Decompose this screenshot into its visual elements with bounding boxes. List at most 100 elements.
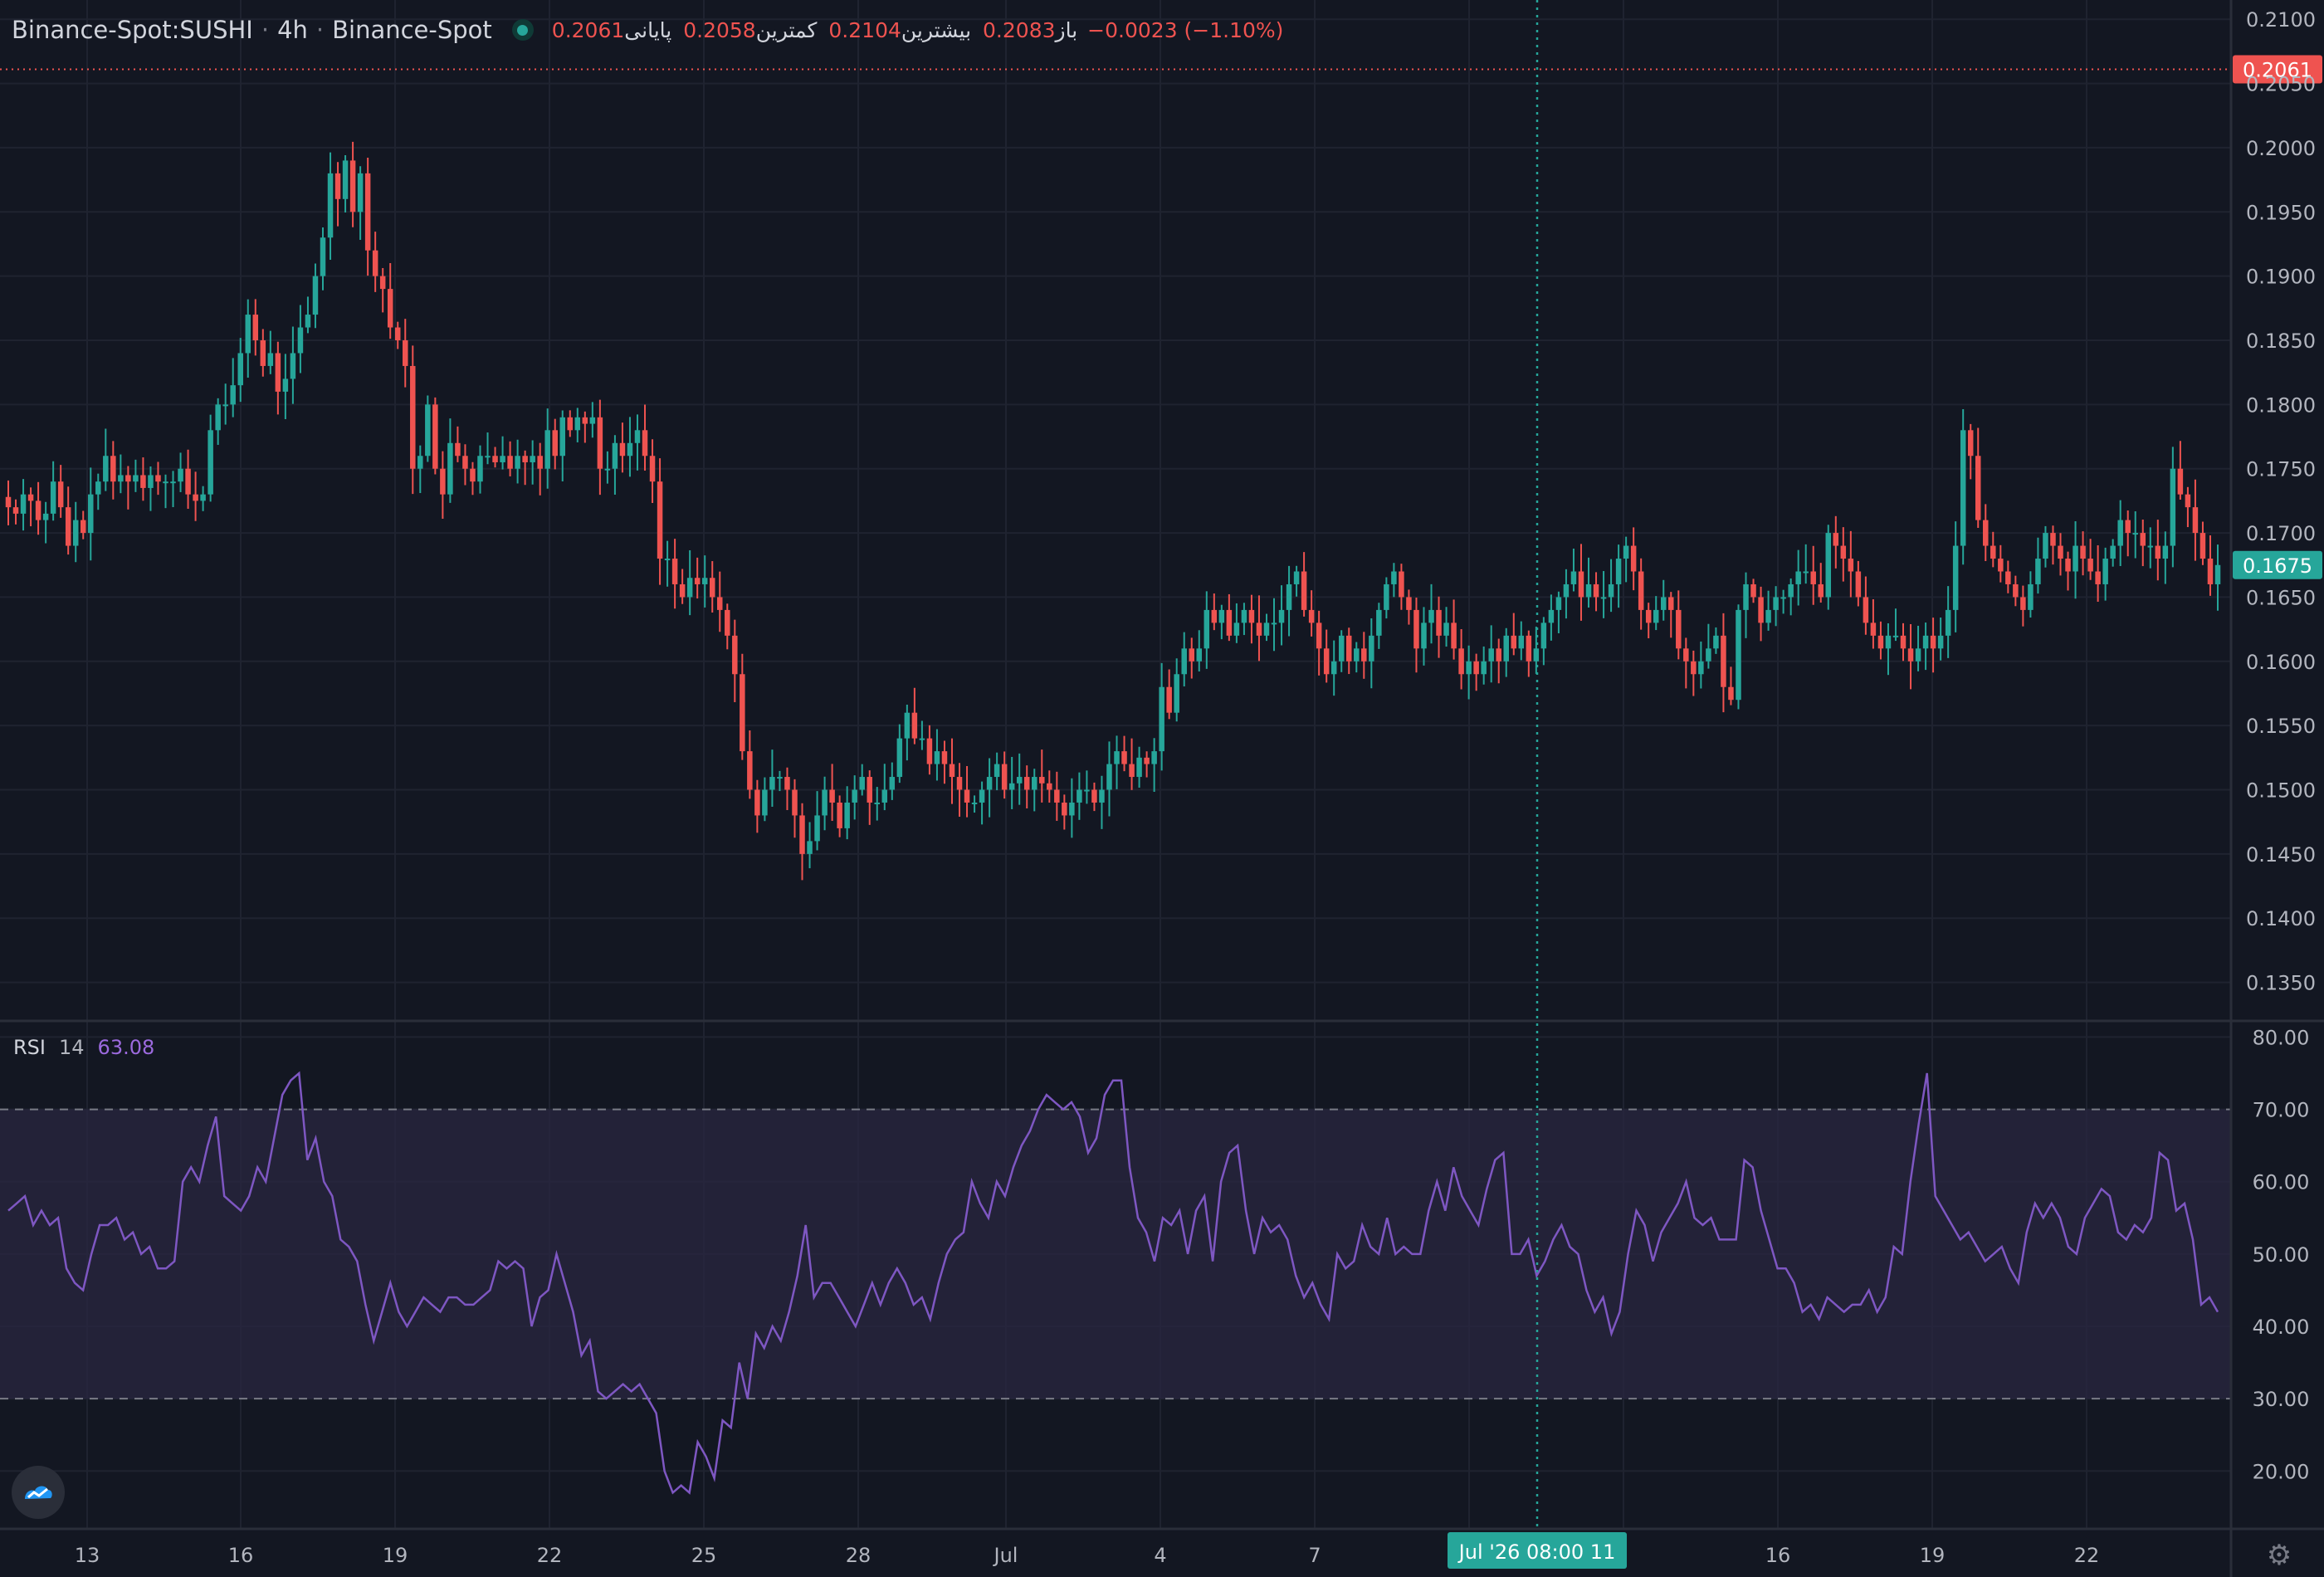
candle-body [252,315,259,340]
candle-body [357,173,364,212]
candle-body [612,442,618,469]
candle-body [1106,764,1112,790]
candle-body [1585,583,1592,598]
low-value: 0.2058 [683,17,756,42]
candle-body [582,417,588,424]
time-tick-label: 16 [228,1544,254,1567]
candle-body [1743,583,1749,610]
candle-body [125,475,131,482]
candle-body [148,475,154,488]
candle-body [1645,609,1652,623]
candle-body [1660,597,1667,610]
candle-body [12,507,19,514]
candle-body [2087,559,2093,572]
candle-body [1181,648,1187,675]
candle-body [1293,571,1300,584]
candle-body [822,789,828,816]
symbol-name[interactable]: Binance-Spot:SUSHI [12,16,253,44]
candle-body [2050,533,2056,546]
candle-body [1166,686,1172,713]
candle-body [1391,571,1397,584]
candle-body [1023,777,1030,790]
candle-body [312,276,319,315]
candle-body [694,578,701,584]
candle-body [1653,609,1659,623]
candle-body [1376,609,1382,636]
candle-body [807,841,813,854]
candle-body [1413,609,1419,649]
candle-body [178,468,183,482]
candle-body [403,340,408,366]
candle-body [904,712,911,739]
candle-body [619,442,626,456]
tradingview-logo-icon[interactable] [12,1466,65,1519]
candle-body [814,815,820,842]
candle-body [290,353,296,379]
price-tick-label: 0.1900 [2246,266,2316,289]
candle-body [1406,597,1412,610]
candle-body [1248,609,1255,623]
candle-body [1361,648,1367,662]
interval-label[interactable]: 4h [277,16,308,44]
candle-body [95,481,101,495]
candle-body [1608,583,1614,598]
price-tick-label: 0.2050 [2246,73,2316,96]
candle-body [784,777,790,790]
candle-body [507,456,513,469]
price-tick-label: 0.1400 [2246,907,2316,930]
candle-body [1503,635,1509,662]
candle-body [1345,635,1352,662]
candle-body [867,777,872,803]
candle-body [1473,661,1479,675]
candle-body [230,385,236,405]
candle-body [530,456,535,462]
rsi-name[interactable]: RSI [13,1036,46,1059]
candle-body [2102,559,2108,584]
rsi-tick-label: 80.00 [2253,1026,2310,1049]
candle-body [349,160,356,212]
settings-gear-icon[interactable]: ⚙ [2266,1539,2292,1572]
candle-body [1016,777,1023,784]
rsi-legend: RSI 14 63.08 [13,1036,154,1059]
candle-body [2207,559,2214,584]
candle-body [2013,583,2019,598]
candle-body [260,340,266,366]
candle-body [1840,545,1847,559]
candle-body [2214,564,2221,584]
candle-body [1204,609,1210,649]
candle-body [701,578,708,584]
time-tick-label: 22 [2074,1544,2100,1567]
candle-body [1788,583,1794,598]
candle-body [170,481,176,484]
candle-body [642,430,648,456]
candlestick-series [5,141,2221,881]
candle-body [1975,456,1981,520]
candle-body [657,481,663,559]
candle-body [1877,635,1884,649]
candle-body [2155,545,2161,559]
candle-body [2162,545,2169,559]
candle-body [342,160,349,199]
time-tick-label: 28 [846,1544,872,1567]
candle-body [1443,622,1449,636]
candle-body [1691,661,1697,675]
candle-body [537,456,543,469]
market-status-icon[interactable] [511,19,534,41]
time-tick-label: Jul [993,1544,1018,1567]
close-value: 0.2061 [551,17,625,42]
candle-body [1211,609,1218,623]
candle-body [320,237,326,276]
candle-body [649,456,656,482]
high-value: 0.2104 [828,17,901,42]
candle-body [1570,571,1577,584]
candle-body [222,404,228,407]
candle-body [1698,661,1704,675]
candle-body [1892,635,1899,637]
rsi-tick-label: 40.00 [2253,1316,2310,1339]
candle-body [1032,777,1038,790]
candle-body [1795,571,1801,584]
candle-body [1369,635,1374,662]
candle-body [2110,545,2116,559]
